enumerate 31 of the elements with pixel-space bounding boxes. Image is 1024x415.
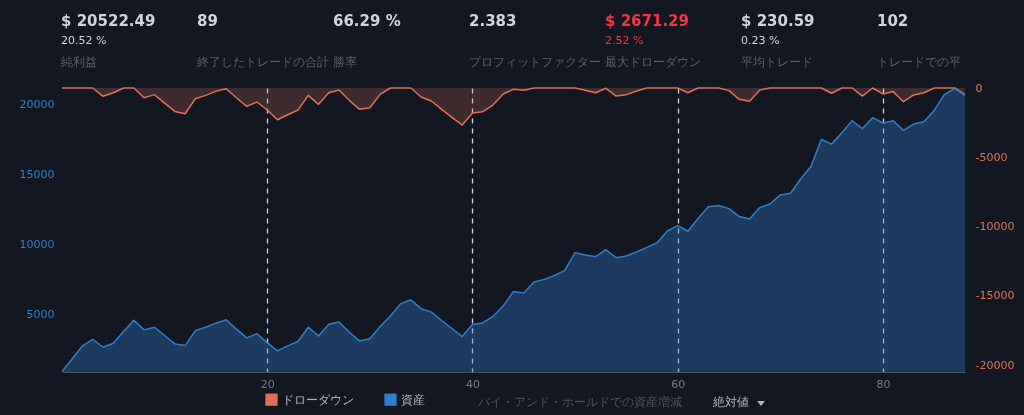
y2-tick-label: 0 [975,81,983,95]
text: 66.29 % [333,12,401,30]
text: 2.383 [469,12,517,30]
y-tick-label: 10000 [19,237,55,251]
y2-tick-label: -10000 [975,220,1015,234]
category-label: 終了したトレードの合計 [197,54,330,71]
text: 2.52 % [605,34,644,47]
y2-tick-label: -20000 [975,358,1015,372]
category-label: 勝率 [333,54,358,71]
text: 102 [877,12,909,30]
text: 89 [197,12,218,30]
text: $ 230.59 [741,12,815,30]
text: 絶対値 [713,394,749,411]
x-tick-label: 20 [260,377,275,391]
y2-tick-label: -15000 [975,289,1015,303]
text: $ 2671.29 [605,12,689,30]
category-label: 純利益 [61,54,98,71]
text: $ 20522.49 [61,12,156,30]
y-tick-label: 5000 [26,307,55,321]
category-label: トレードでの平 [877,54,962,71]
legend-label: 資産 [401,392,425,407]
x-tick-label: 80 [876,377,891,391]
text: 20.52 % [61,34,107,47]
legend-label: ドローダウン [282,392,354,407]
x-tick-label: 60 [671,377,686,391]
y2-tick-label: -5000 [975,150,1008,164]
category-label: 平均トレード [741,54,814,71]
y-tick-label: 20000 [19,97,55,111]
text: 0.23 % [741,34,780,47]
x-tick-label: 40 [465,377,480,391]
y-tick-label: 15000 [19,167,55,181]
